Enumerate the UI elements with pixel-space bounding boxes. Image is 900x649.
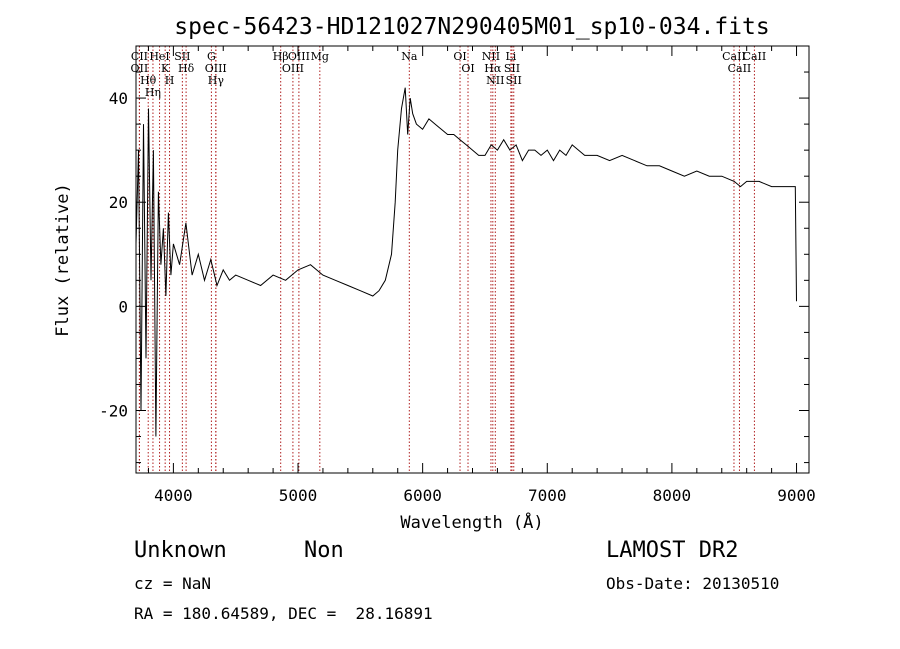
coordinates: RA = 180.64589, DEC = 28.16891 [134,604,433,623]
object-subclass: Non [304,538,344,563]
x-axis-label: Wavelength (Å) [400,511,543,533]
line-marker-label-9: G [207,50,216,63]
line-marker-label-1: OII [131,62,149,75]
line-marker-label-12: Hβ [273,50,289,63]
y-axis-label: Flux (relative) [53,183,73,337]
line-markers [138,46,755,473]
x-tick-label: 6000 [403,486,442,505]
y-tick-label: 20 [109,193,128,212]
line-marker-label-26: CaII [728,62,752,75]
line-marker-label-4: HeI [149,50,169,63]
line-marker-label-19: NII [482,50,500,63]
y-tick-label: 0 [118,297,128,316]
x-tick-label: 8000 [653,486,692,505]
spectrum-line [135,87,797,437]
line-marker-label-18: OI [461,62,474,75]
obs-date: Obs-Date: 20130510 [606,574,780,593]
line-marker-label-8: Hδ [178,62,195,75]
chart-title: spec-56423-HD121027N290405M01_sp10-034.f… [174,14,769,40]
line-marker-label-16: Na [401,50,418,63]
y-tick-label: -20 [99,402,128,421]
line-marker-label-14: OIII [288,50,310,63]
line-marker-label-23: SII [504,62,520,75]
line-marker-label-3: Hη [145,86,161,99]
line-marker-label-6: H [165,74,175,87]
line-marker-label-5: K [161,62,170,75]
survey-name: LAMOST DR2 [606,538,739,563]
line-marker-label-24: SII [506,74,522,87]
y-tick-label: 40 [109,89,128,108]
x-tick-label: 4000 [154,486,193,505]
line-marker-label-20: Hα [484,62,502,75]
line-marker-label-21: NII [486,74,504,87]
line-marker-label-11: Hγ [208,74,225,87]
object-class: Unknown [134,538,227,563]
spectrum-series [135,87,797,437]
line-marker-label-7: SII [174,50,190,63]
line-marker-label-2: Hθ [140,74,157,87]
line-marker-label-17: OI [453,50,466,63]
line-marker-label-22: Li [505,50,516,63]
x-tick-label: 9000 [777,486,816,505]
line-marker-label-27: CaII [743,50,767,63]
redshift-cz: cz = NaN [134,574,212,593]
line-marker-label-13: OIII [282,62,304,75]
plot-frame [135,45,810,474]
x-tick-label: 5000 [279,486,318,505]
line-marker-label-15: Mg [311,50,329,63]
line-marker-label-0: CII [131,50,148,63]
y-axis-ticks: -20 0 20 40 [99,45,809,464]
x-tick-label: 7000 [528,486,567,505]
x-axis-ticks: 4000 5000 6000 7000 8000 9000 [147,46,816,505]
line-marker-label-10: OIII [205,62,227,75]
line-marker-label-25: CaII [722,50,746,63]
